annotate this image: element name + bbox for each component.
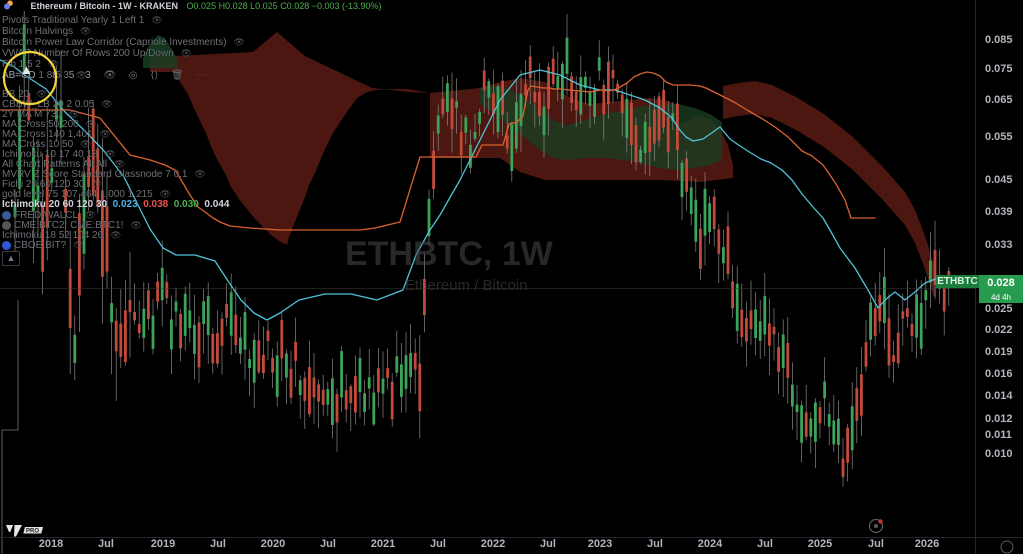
- svg-text:PRO: PRO: [26, 529, 39, 535]
